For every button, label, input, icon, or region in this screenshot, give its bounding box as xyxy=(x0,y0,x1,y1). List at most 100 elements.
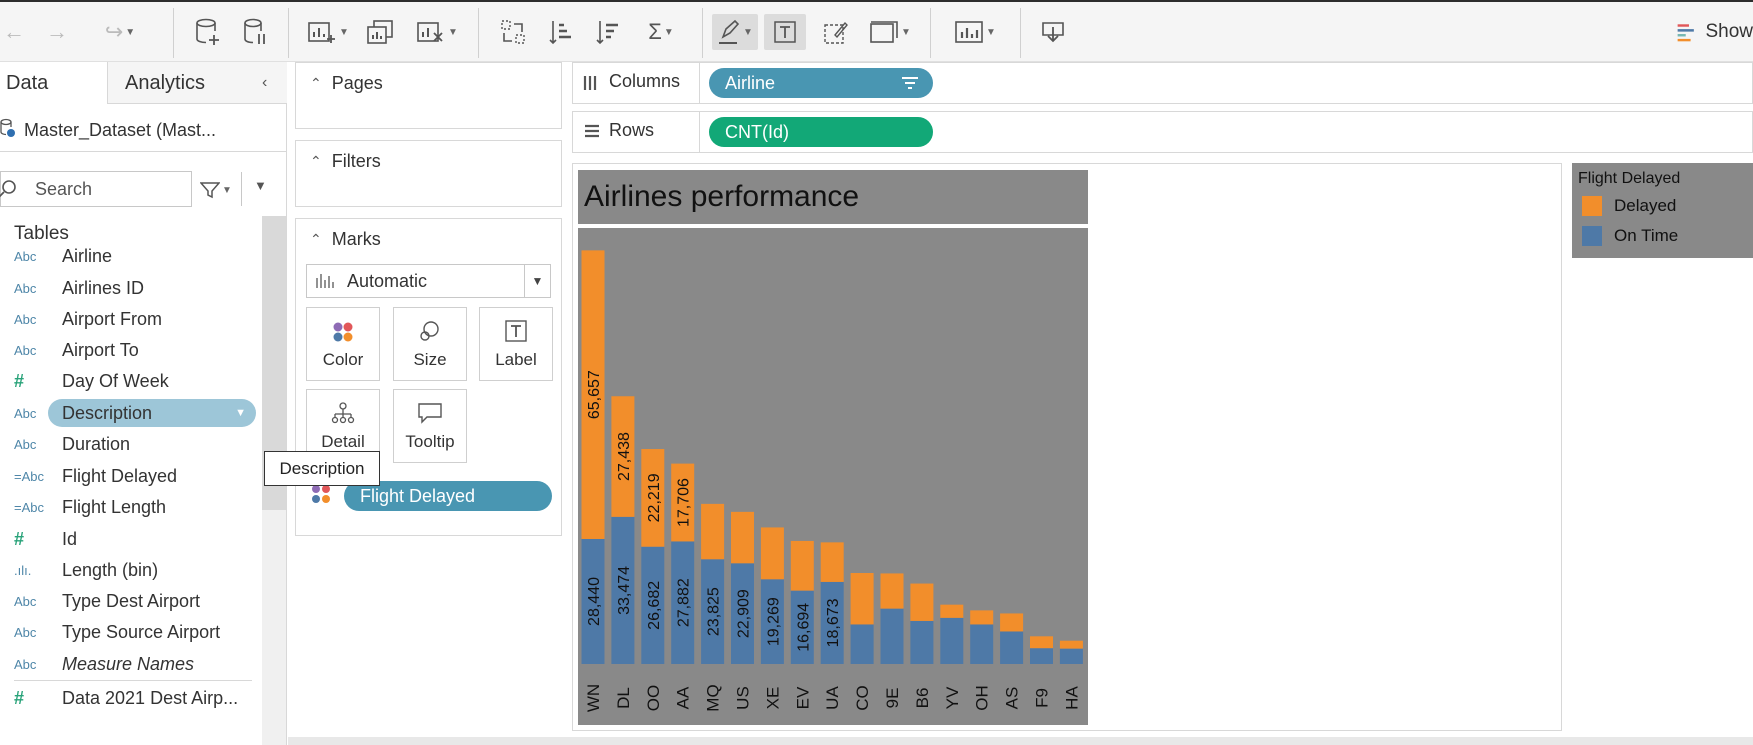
duplicate-sheet-icon[interactable] xyxy=(362,14,398,50)
field-item[interactable]: Abc Airport From xyxy=(14,305,254,333)
bar-on-time-F9[interactable] xyxy=(1030,648,1053,664)
collapse-chevron-icon[interactable]: ⌃ xyxy=(310,75,322,91)
bar-on-time-UA[interactable] xyxy=(820,581,844,664)
columns-pill-airline[interactable]: Airline xyxy=(709,68,933,98)
bar-on-time-HA[interactable] xyxy=(1059,648,1083,664)
redo-icon[interactable]: ↪ ▼ xyxy=(104,19,136,44)
bar-delayed-HA[interactable] xyxy=(1059,640,1083,649)
view-menu-chevron-down-icon[interactable]: ▼ xyxy=(254,178,267,193)
bar-delayed-OH[interactable] xyxy=(970,610,994,625)
bar-delayed-9E[interactable] xyxy=(880,573,904,609)
tooltip-button[interactable]: Tooltip xyxy=(393,389,467,463)
field-item[interactable]: =Abc Flight Length xyxy=(14,493,254,521)
field-type-icon: =Abc xyxy=(14,468,44,484)
fit-icon[interactable]: ▼ xyxy=(864,14,916,50)
field-label: Measure Names xyxy=(62,653,195,674)
search-input[interactable]: Search xyxy=(35,178,93,199)
datasource-item[interactable]: Master_Dataset (Mast... xyxy=(0,110,286,150)
collapse-chevron-icon[interactable]: ⌃ xyxy=(310,153,322,169)
bar-on-time-US[interactable] xyxy=(731,563,754,664)
new-worksheet-icon[interactable]: ▼ xyxy=(306,14,350,50)
back-icon[interactable]: ← xyxy=(3,19,25,44)
bar-delayed-B6[interactable] xyxy=(910,583,934,621)
field-item[interactable]: # Data 2021 Dest Airp... xyxy=(14,684,254,712)
tab-data[interactable]: Data xyxy=(6,71,49,94)
show-me-button[interactable]: Show xyxy=(1676,14,1753,50)
bar-delayed-EV[interactable] xyxy=(790,540,814,591)
collapse-pane-icon[interactable]: ‹ xyxy=(262,74,268,91)
presentation-mode-icon[interactable]: ▼ xyxy=(948,14,1002,50)
label-button[interactable]: Label xyxy=(479,307,553,381)
swap-rows-columns-icon[interactable] xyxy=(498,14,528,50)
bar-on-time-DL[interactable] xyxy=(611,516,635,664)
bar-delayed-AA[interactable] xyxy=(671,463,695,542)
field-item[interactable]: Abc Airport To xyxy=(14,336,254,364)
bar-on-time-B6[interactable] xyxy=(910,620,934,664)
bar-delayed-WN[interactable] xyxy=(581,250,605,539)
bar-delayed-MQ[interactable] xyxy=(701,503,725,560)
bar-delayed-AS[interactable] xyxy=(1000,613,1024,632)
bar-delayed-UA[interactable] xyxy=(820,542,844,582)
clear-sheet-icon[interactable]: ▼ xyxy=(414,14,460,50)
totals-icon[interactable]: Σ ▼ xyxy=(648,19,674,44)
sheet-tabs-strip[interactable] xyxy=(288,737,1753,745)
field-item[interactable]: Abc Airlines ID xyxy=(14,274,254,302)
bar-on-time-EV[interactable] xyxy=(790,590,814,664)
field-label: Data 2021 Dest Airp... xyxy=(62,687,239,708)
bar-delayed-OO[interactable] xyxy=(641,449,665,547)
legend-item-on-time[interactable]: On Time xyxy=(1582,226,1678,246)
bar-delayed-US[interactable] xyxy=(731,511,754,564)
field-item[interactable]: Abc Type Dest Airport xyxy=(14,587,254,615)
legend-item-delayed[interactable]: Delayed xyxy=(1582,196,1676,216)
search-field[interactable]: Search xyxy=(0,171,192,207)
bar-on-time-CO[interactable] xyxy=(850,624,874,664)
tooltip-button-label: Tooltip xyxy=(405,432,455,451)
forward-icon[interactable]: → xyxy=(46,19,68,44)
bar-delayed-CO[interactable] xyxy=(850,573,874,625)
size-button[interactable]: Size xyxy=(393,307,467,381)
bar-on-time-9E[interactable] xyxy=(880,608,904,664)
chevron-down-icon[interactable]: ▼ xyxy=(235,407,246,419)
annotate-icon[interactable] xyxy=(818,14,854,50)
sort-ascending-icon[interactable] xyxy=(545,14,577,50)
bar-on-time-OO[interactable] xyxy=(641,546,665,664)
collapse-chevron-icon[interactable]: ⌃ xyxy=(310,231,322,247)
bar-on-time-YV[interactable] xyxy=(940,617,964,664)
field-item[interactable]: # Day Of Week xyxy=(14,367,254,395)
field-item[interactable]: .ılı. Length (bin) xyxy=(14,556,254,584)
bar-delayed-DL[interactable] xyxy=(611,396,635,517)
pause-updates-icon[interactable] xyxy=(238,14,272,50)
filter-fields-icon[interactable]: ▼ xyxy=(200,178,234,202)
bar-on-time-MQ[interactable] xyxy=(701,559,725,664)
bar-delayed-YV[interactable] xyxy=(940,604,964,618)
share-icon[interactable] xyxy=(1036,14,1070,50)
bar-delayed-XE[interactable] xyxy=(760,527,784,580)
color-button[interactable]: Color xyxy=(306,307,380,381)
field-item[interactable]: # Id xyxy=(14,525,254,553)
field-label: Id xyxy=(62,528,78,549)
bar-on-time-AS[interactable] xyxy=(1000,631,1024,664)
highlight-icon[interactable]: ▼ xyxy=(712,14,758,50)
field-item[interactable]: Abc Description ▼ xyxy=(14,399,256,427)
chart-area[interactable]: 28,440 65,657 WN 33,474 27,438 DL 26,682 22,219… xyxy=(578,228,1088,725)
show-mark-labels-icon[interactable] xyxy=(764,14,806,50)
field-item[interactable]: Abc Airline xyxy=(14,242,254,270)
bar-on-time-WN[interactable] xyxy=(581,538,605,664)
chevron-down-icon[interactable]: ▼ xyxy=(524,265,550,297)
field-item[interactable]: Abc Measure Names xyxy=(14,650,254,678)
mark-type-dropdown[interactable]: Automatic ▼ xyxy=(306,264,551,298)
rows-pill-cnt-id[interactable]: CNT(Id) xyxy=(709,117,933,147)
bar-on-time-OH[interactable] xyxy=(970,624,994,664)
field-item[interactable]: Abc Type Source Airport xyxy=(14,618,254,646)
bar-on-time-AA[interactable] xyxy=(671,541,695,664)
bar-delayed-F9[interactable] xyxy=(1030,636,1053,649)
field-label: Day Of Week xyxy=(62,370,169,391)
sort-descending-icon[interactable] xyxy=(592,14,624,50)
tab-analytics[interactable]: Analytics xyxy=(125,71,206,94)
new-datasource-icon[interactable] xyxy=(190,14,226,50)
field-item[interactable]: =Abc Flight Delayed xyxy=(14,462,254,490)
color-pill-flight-delayed[interactable]: Flight Delayed xyxy=(344,481,552,511)
pages-card-title: Pages xyxy=(331,73,383,93)
field-item[interactable]: Abc Duration xyxy=(14,430,254,458)
bar-on-time-XE[interactable] xyxy=(760,579,784,664)
